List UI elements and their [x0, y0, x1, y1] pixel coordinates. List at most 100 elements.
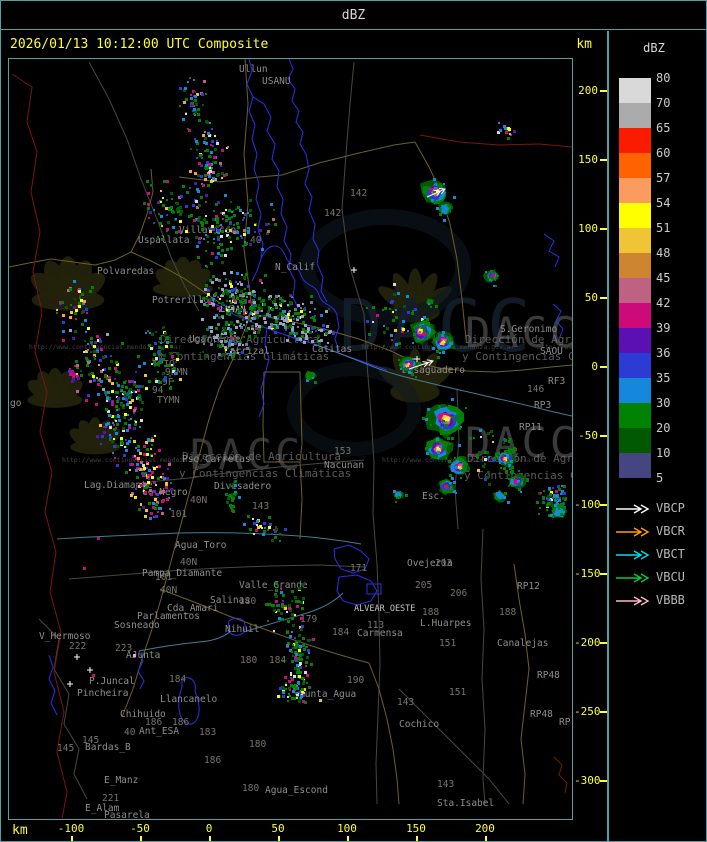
- map-place-label: 151: [439, 638, 456, 649]
- x-tick-label: 50: [271, 822, 285, 835]
- scale-block-80: [619, 78, 651, 103]
- map-place-label: Agua_Toro: [175, 540, 227, 551]
- x-tick-mark: [209, 836, 211, 841]
- map-place-label: 101: [170, 509, 187, 520]
- map-place-label: 143: [437, 779, 454, 790]
- vector-arrow-icon: [616, 596, 650, 606]
- map-place-label: Nacunan: [324, 460, 364, 471]
- svg-text:Dirección de Agricultura: Dirección de Agricultura: [160, 333, 319, 346]
- scale-block-20: [619, 428, 651, 453]
- map-place-label: RP: [559, 717, 571, 728]
- map-place-label: 184: [269, 655, 286, 666]
- vector-arrow-icon: [616, 550, 650, 560]
- map-place-label: 188: [422, 607, 439, 618]
- map-place-label: 223: [115, 643, 132, 654]
- scale-block-45: [619, 278, 651, 303]
- map-place-label: 186: [204, 755, 221, 766]
- vector-label: VBCP: [656, 501, 685, 515]
- y-tick-mark: [600, 366, 607, 368]
- scale-block-39: [619, 328, 651, 353]
- map-place-label: 113: [367, 620, 384, 631]
- scale-block-51: [619, 228, 651, 253]
- map-place-label: 171: [350, 563, 367, 574]
- x-tick-mark: [416, 836, 418, 841]
- svg-text:y Contingencias Climáticas: y Contingencias Climáticas: [462, 350, 572, 363]
- y-tick-label: -50: [578, 429, 598, 442]
- map-place-label: 222: [69, 641, 86, 652]
- map-place-label: 40N: [180, 557, 197, 568]
- map-place-label: Cda_Amari: [167, 603, 219, 614]
- map-place-label: Esc.: [422, 491, 445, 502]
- scale-block-65: [619, 128, 651, 153]
- vector-legend-row: VBCR: [615, 524, 706, 538]
- y-tick-mark: [600, 90, 607, 92]
- map-place-label: go: [10, 398, 22, 409]
- map-place-label: Villavicen: [179, 225, 236, 236]
- map-place-label: 186: [172, 717, 189, 728]
- map-place-label: 145: [82, 735, 99, 746]
- map-place-label: RF3: [548, 376, 565, 387]
- vector-arrow-icon: [616, 573, 650, 583]
- map-place-label: Ullun: [239, 64, 268, 75]
- scale-tick-label: 36: [656, 346, 671, 360]
- map-place-label: AJunta: [126, 650, 160, 661]
- map-place-label: 40: [124, 727, 136, 738]
- x-tick-label: -100: [57, 822, 85, 835]
- map-place-label: RP48: [530, 709, 553, 720]
- right-axis-unit-label: km: [576, 37, 592, 52]
- map-place-label: Ant_ESA: [139, 726, 179, 737]
- map-place-label: 143: [252, 501, 269, 512]
- scale-tick-label: 35: [656, 371, 671, 385]
- vector-label: VBCT: [656, 547, 685, 561]
- bottom-axis: km -100 -50 0 50 100 150 200: [8, 821, 606, 841]
- map-place-label: Co_Negro: [142, 487, 188, 498]
- map-place-label: P.Juncal: [89, 676, 135, 687]
- right-axis: 200 150 100 50 0 -50 -100 -150 -200 -250 -300: [574, 58, 607, 820]
- map-place-label: Divisadero: [214, 481, 271, 492]
- svg-text:http://www.contingencias.mendo: http://www.contingencias.mendoza.gov.ar: [537, 343, 572, 351]
- map-place-label: 145: [57, 743, 74, 754]
- scale-tick-label: 30: [656, 396, 671, 410]
- map-place-label: Pincheira: [77, 688, 128, 699]
- place-label-layer: UllunUSANUVillavicenUspallataPolvaredasN…: [10, 64, 571, 819]
- scale-tick-label: 51: [656, 221, 671, 235]
- scale-block-35: [619, 378, 651, 403]
- map-place-label: USANU: [262, 76, 291, 87]
- svg-text:DACC: DACC: [465, 418, 572, 467]
- map-place-label: E_Manz: [104, 775, 138, 786]
- map-place-label: RP48: [537, 670, 560, 681]
- map-place-label: Sta.Isabel: [437, 798, 494, 809]
- radar-echo-layer: [56, 77, 568, 704]
- map-place-label: 183: [199, 727, 216, 738]
- map-place-label: 180: [249, 739, 266, 750]
- vector-legend-row: VBCP: [615, 501, 706, 515]
- x-tick-label: 200: [475, 822, 495, 835]
- x-tick-label: 100: [337, 822, 357, 835]
- map-place-label: E_Alam: [85, 803, 120, 814]
- x-tick-label: 150: [406, 822, 426, 835]
- y-tick-label: -200: [574, 636, 601, 649]
- storm-marker-layer: [67, 188, 446, 687]
- scale-tick-label: 5: [656, 471, 664, 485]
- scale-tick-label: 54: [656, 196, 671, 210]
- svg-text:y Contingencias Climáticas: y Contingencias Climáticas: [157, 350, 329, 363]
- map-place-label: Pampa_Diamante: [142, 568, 222, 579]
- vector-legend-row: VBCT: [615, 547, 706, 561]
- y-tick-label: -150: [574, 567, 601, 580]
- x-tick-mark: [278, 836, 280, 841]
- geography-layer: [9, 59, 572, 819]
- map-place-label: 94: [152, 385, 164, 396]
- scale-tick-label: 65: [656, 121, 671, 135]
- vector-label: VBCU: [656, 570, 685, 584]
- map-place-label: 184: [169, 674, 186, 685]
- map-place-label: TPIO: [152, 359, 175, 370]
- scale-block-54: [619, 203, 651, 228]
- scale-tick-label: 10: [656, 446, 671, 460]
- map-place-label: 190: [347, 675, 364, 686]
- y-tick-mark: [600, 711, 607, 713]
- map-place-label: ALVEAR_OESTE: [354, 604, 415, 614]
- scale-block-36: [619, 353, 651, 378]
- vector-label: VBCR: [656, 524, 685, 538]
- map-place-label: Cochico: [399, 719, 439, 730]
